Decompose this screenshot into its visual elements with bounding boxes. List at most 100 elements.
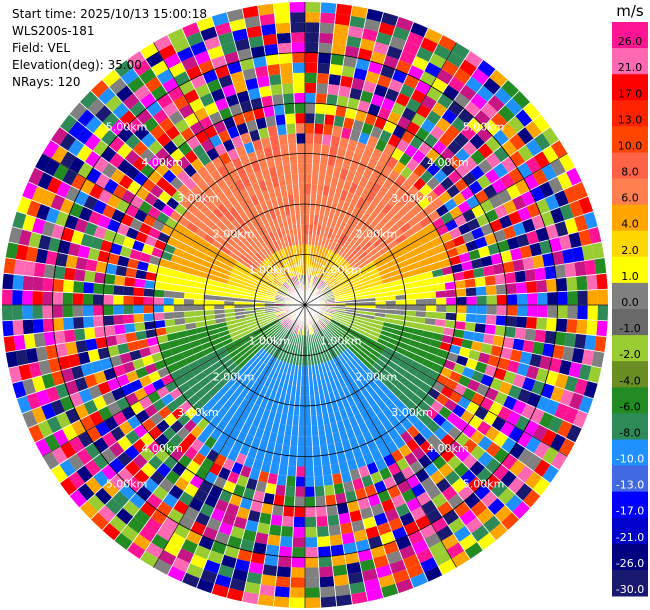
range-gate: [341, 284, 353, 291]
range-gate: [586, 319, 598, 336]
range-gate: [95, 421, 111, 437]
colorbar-swatch: [612, 413, 648, 440]
range-gate: [313, 133, 323, 145]
range-gate: [92, 395, 107, 411]
range-gate: [235, 383, 246, 395]
range-gate: [327, 84, 340, 96]
range-gate: [278, 314, 288, 321]
range-gate: [243, 141, 256, 155]
range-gate: [375, 31, 393, 46]
range-gate: [267, 63, 281, 76]
range-gate: [152, 485, 169, 502]
range-gate: [247, 355, 258, 365]
range-gate: [265, 199, 274, 211]
range-gate: [166, 268, 179, 278]
range-gate: [227, 280, 238, 287]
range-gate: [292, 323, 298, 334]
range-gate: [323, 361, 331, 373]
range-gate: [346, 139, 359, 152]
range-gate: [259, 375, 269, 386]
range-gate: [178, 514, 195, 530]
range-gate: [362, 359, 373, 370]
range-gate: [182, 348, 195, 359]
range-gate: [226, 125, 240, 139]
range-gate: [239, 465, 252, 478]
range-gate: [333, 482, 345, 495]
range-gate: [260, 262, 270, 272]
range-gate: [328, 264, 337, 274]
range-gate: [175, 277, 187, 286]
range-gate: [400, 430, 414, 444]
range-gate: [451, 263, 464, 274]
range-gate: [207, 45, 224, 60]
range-gate: [37, 420, 53, 438]
range-gate: [218, 489, 233, 503]
range-gate: [325, 381, 334, 393]
range-gate: [92, 199, 107, 215]
range-gate: [305, 12, 321, 23]
range-gate: [36, 389, 51, 407]
range-gate: [125, 370, 139, 384]
range-gate: [242, 269, 253, 278]
range-gate: [283, 362, 290, 374]
range-gate: [373, 41, 390, 56]
range-gate: [76, 448, 93, 466]
range-gate: [284, 424, 293, 436]
range-gate: [94, 326, 106, 339]
range-gate: [416, 491, 432, 507]
range-gate: [386, 259, 398, 268]
range-gate: [260, 352, 270, 363]
range-gate: [277, 291, 287, 297]
range-gate: [438, 405, 453, 420]
range-gate: [26, 200, 41, 218]
range-gate: [129, 349, 142, 362]
range-gate: [182, 209, 196, 222]
range-gate: [483, 77, 501, 95]
range-gate: [507, 476, 525, 495]
range-gate: [354, 141, 367, 155]
range-gate: [235, 286, 247, 293]
range-gate: [243, 335, 255, 344]
range-gate: [360, 276, 371, 284]
range-gate: [143, 296, 154, 305]
range-gate: [320, 247, 327, 258]
range-gate: [184, 286, 196, 294]
range-gate: [145, 542, 164, 559]
range-gate: [79, 501, 98, 520]
range-gate: [2, 320, 14, 337]
range-gate: [265, 115, 277, 128]
range-gate: [594, 257, 607, 275]
range-gate: [257, 284, 269, 291]
range-gate: [438, 190, 453, 205]
range-gate: [389, 333, 402, 342]
range-gate: [93, 470, 110, 488]
range-gate: [377, 489, 392, 503]
range-gate: [362, 257, 373, 267]
range-gate: [430, 400, 444, 414]
range-gate: [176, 46, 195, 62]
range-gate: [501, 79, 520, 98]
range-gate: [370, 93, 385, 107]
range-gate: [559, 203, 574, 221]
range-gate: [348, 327, 359, 336]
range-gate: [240, 175, 252, 188]
range-gate: [283, 282, 292, 291]
range-gate: [279, 340, 287, 350]
range-gate: [275, 484, 286, 496]
range-gate: [501, 453, 518, 471]
range-gate: [427, 210, 441, 223]
range-gate: [190, 216, 203, 228]
range-gate: [365, 191, 377, 204]
range-gate: [264, 342, 274, 353]
range-gate: [457, 108, 474, 125]
range-gate: [406, 255, 419, 266]
range-gate: [255, 148, 266, 161]
range-gate: [402, 554, 420, 569]
range-gate: [381, 203, 393, 215]
range-gate: [542, 126, 560, 146]
range-gate: [216, 419, 228, 433]
range-gate: [322, 272, 331, 282]
range-gate: [342, 55, 358, 68]
range-gate: [184, 292, 195, 300]
range-gate: [357, 332, 368, 341]
